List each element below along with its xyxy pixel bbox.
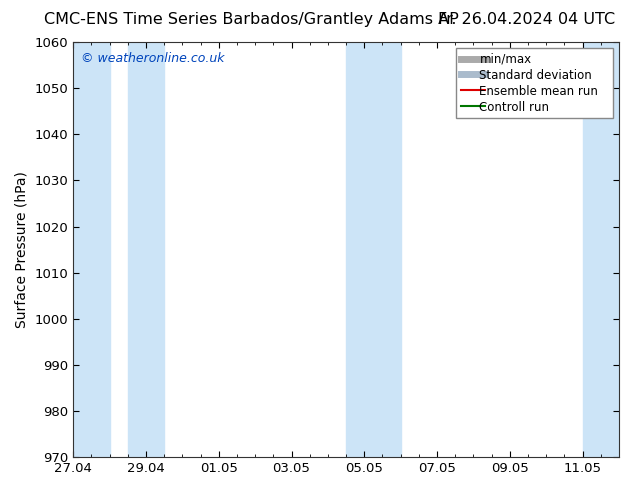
Text: Fr. 26.04.2024 04 UTC: Fr. 26.04.2024 04 UTC bbox=[438, 12, 615, 27]
Bar bbox=[127, 42, 164, 457]
Text: CMC-ENS Time Series Barbados/Grantley Adams AP: CMC-ENS Time Series Barbados/Grantley Ad… bbox=[44, 12, 459, 27]
Bar bbox=[73, 42, 110, 457]
Text: © weatheronline.co.uk: © weatheronline.co.uk bbox=[81, 52, 225, 66]
Y-axis label: Surface Pressure (hPa): Surface Pressure (hPa) bbox=[15, 171, 29, 328]
Bar bbox=[583, 42, 619, 457]
Legend: min/max, Standard deviation, Ensemble mean run, Controll run: min/max, Standard deviation, Ensemble me… bbox=[456, 48, 613, 118]
Bar bbox=[346, 42, 401, 457]
